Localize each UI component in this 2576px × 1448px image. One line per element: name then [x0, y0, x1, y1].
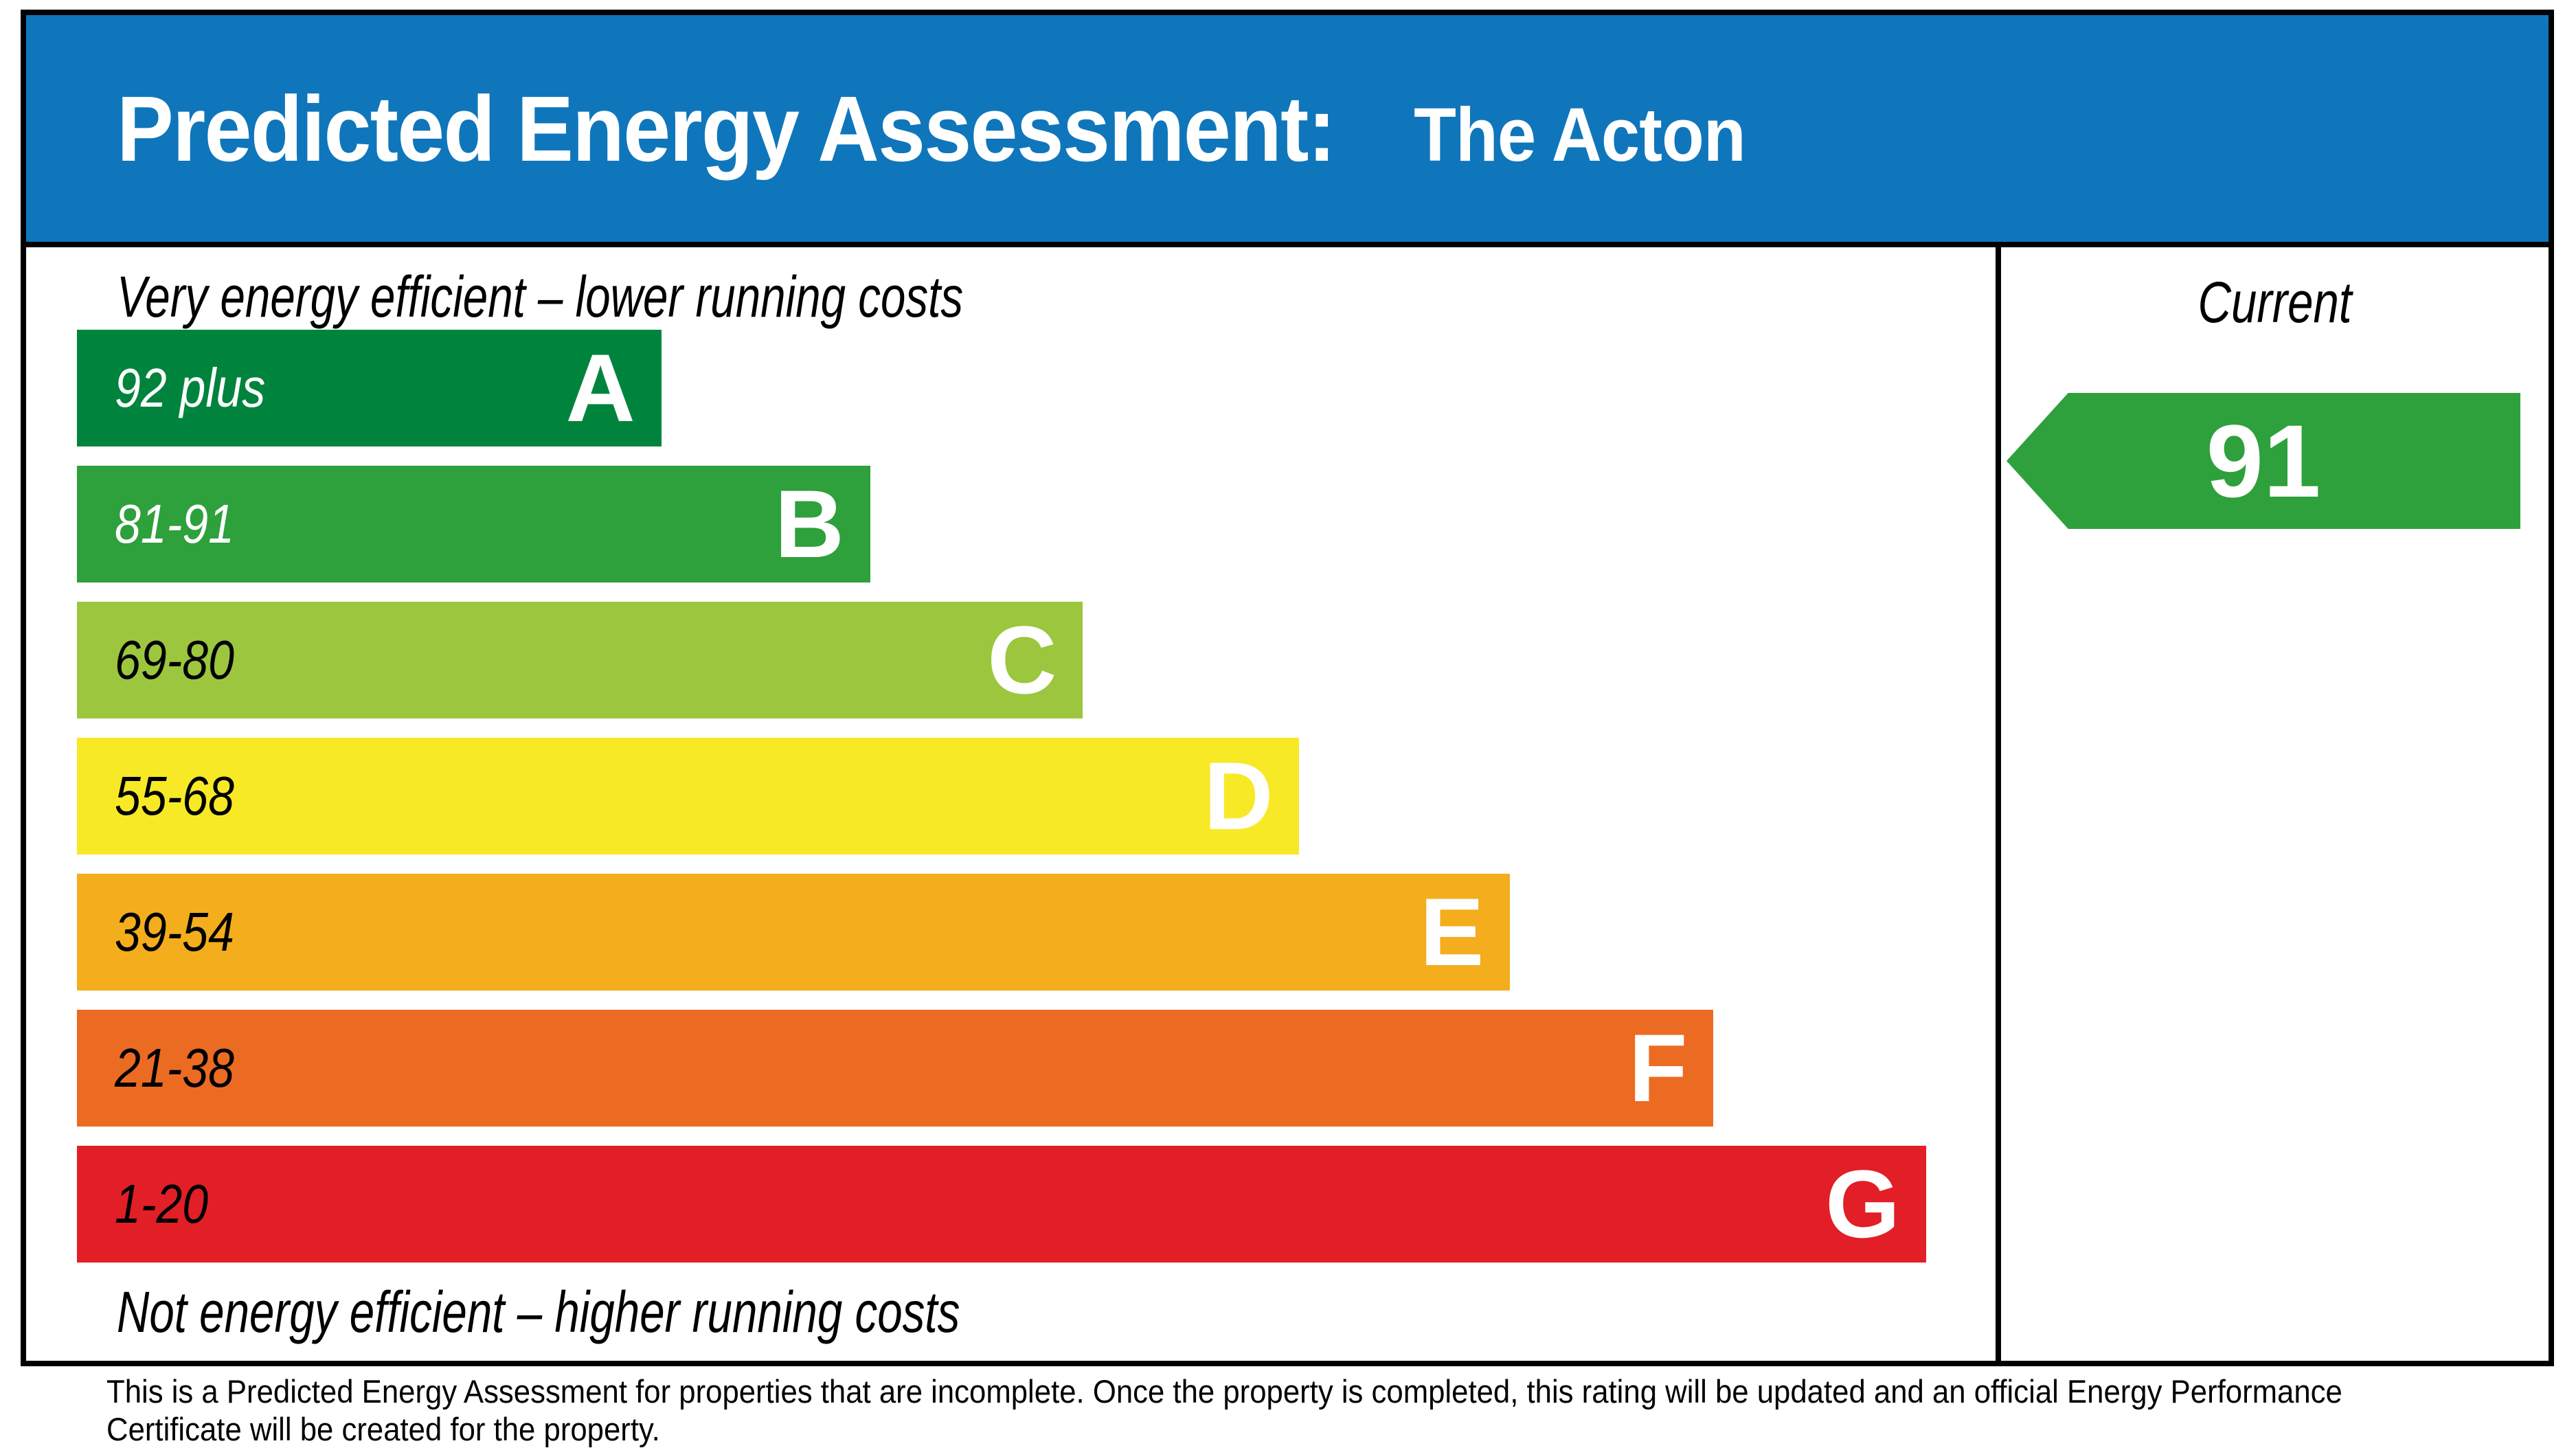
band-range-label: 1-20: [115, 1173, 209, 1234]
band-row: 92 plus A: [77, 330, 1926, 446]
band-letter: E: [1419, 878, 1484, 986]
current-column-heading: Current: [2197, 270, 2352, 335]
current-rating-value: 91: [2206, 403, 2321, 519]
header-bar: Predicted Energy Assessment: The Acton: [26, 15, 2549, 247]
band-letter: G: [1825, 1150, 1900, 1258]
band-row: 21-38 F: [77, 1010, 1926, 1127]
bands-pane: Very energy efficient – lower running co…: [26, 247, 2001, 1361]
band-row: 1-20 G: [77, 1146, 1926, 1263]
band-range-label: 69-80: [115, 629, 234, 690]
band-bar: 21-38 F: [77, 1010, 1714, 1127]
band-bar: 69-80 C: [77, 602, 1083, 719]
band-range-label: 55-68: [115, 765, 234, 826]
property-name: The Acton: [1414, 92, 1746, 177]
band-letter: A: [565, 334, 635, 442]
band-range-label: 81-91: [115, 493, 234, 554]
band-row: 69-80 C: [77, 602, 1926, 719]
band-bar: 92 plus A: [77, 330, 662, 446]
band-bar: 55-68 D: [77, 738, 1300, 855]
band-letter: D: [1204, 742, 1274, 850]
band-row: 55-68 D: [77, 738, 1926, 855]
band-range-label: 21-38: [115, 1037, 234, 1098]
band-row: 39-54 E: [77, 874, 1926, 991]
current-rating-arrow: 91: [2007, 393, 2520, 529]
page-title: Predicted Energy Assessment:: [117, 76, 1336, 181]
band-bar: 1-20 G: [77, 1146, 1926, 1263]
band-bar: 81-91 B: [77, 466, 870, 582]
title-group: Predicted Energy Assessment: The Acton: [117, 76, 1746, 182]
band-bar: 39-54 E: [77, 874, 1511, 991]
current-pane: Current 91: [2001, 247, 2549, 1361]
bottom-caption: Not energy efficient – higher running co…: [117, 1280, 960, 1344]
top-caption: Very energy efficient – lower running co…: [117, 264, 964, 329]
band-range-label: 92 plus: [115, 357, 266, 418]
bands-list: 92 plus A 81-91 B 69-80 C 55-68 D 39-54 …: [77, 330, 1926, 1282]
band-letter: C: [987, 606, 1057, 714]
band-row: 81-91 B: [77, 466, 1926, 582]
band-range-label: 39-54: [115, 901, 234, 962]
epc-chart-frame: Predicted Energy Assessment: The Acton V…: [21, 10, 2554, 1366]
footer-note: This is a Predicted Energy Assessment fo…: [106, 1373, 2342, 1447]
band-letter: B: [774, 470, 844, 578]
band-letter: F: [1628, 1014, 1688, 1122]
chart-area: Very energy efficient – lower running co…: [26, 247, 2549, 1361]
